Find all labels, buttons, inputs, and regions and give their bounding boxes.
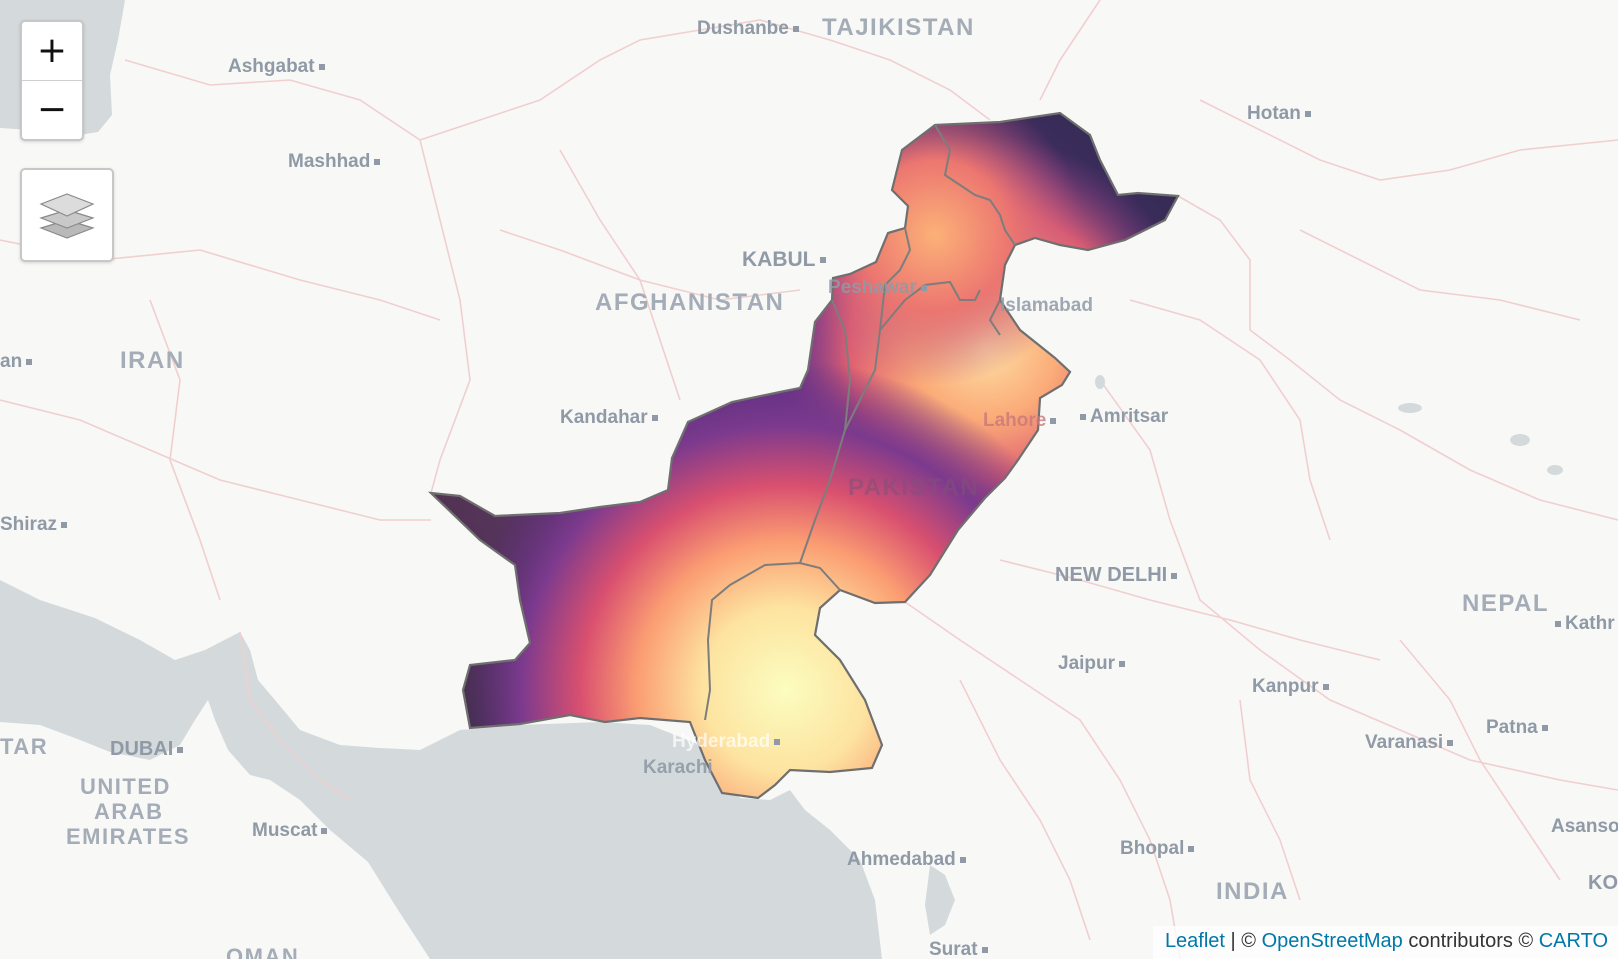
- zoom-out-button[interactable]: −: [22, 80, 82, 139]
- zoom-in-button[interactable]: +: [36, 30, 68, 71]
- city-marker: [1555, 620, 1561, 627]
- city-marker: [177, 746, 184, 753]
- city-label-kanpur: Kanpur: [1252, 676, 1329, 698]
- layers-icon: [39, 193, 95, 239]
- attribution-separator: | ©: [1225, 930, 1262, 952]
- country-label-afghanistan: AFGHANISTAN: [595, 289, 785, 316]
- city-marker: [819, 257, 826, 264]
- city-label-patna: Patna: [1486, 717, 1548, 739]
- zoom-control: + −: [20, 20, 84, 141]
- city-label-jaipur: Jaipur: [1058, 653, 1126, 675]
- city-marker: [1541, 724, 1548, 731]
- city-label-shiraz: Shiraz: [0, 514, 68, 536]
- city-label-new-delhi: NEW DELHI: [1055, 564, 1178, 587]
- country-label-tajikistan: TAJIKISTAN: [822, 14, 975, 41]
- city-label-tehran-partial: an: [0, 351, 33, 373]
- city-label-peshawar: Peshawar: [828, 277, 927, 299]
- country-label-uae-line2: ARAB: [94, 799, 164, 824]
- city-marker: [1080, 413, 1086, 420]
- city-marker: [61, 521, 68, 528]
- city-marker: [26, 358, 33, 365]
- city-marker: [1171, 572, 1178, 579]
- city-label-kathmandu-partial: Kathr: [1555, 613, 1615, 635]
- city-label-ahmedabad: Ahmedabad: [847, 849, 966, 871]
- city-marker: [321, 827, 328, 834]
- city-marker: [920, 284, 927, 291]
- city-label-varanasi: Varanasi: [1365, 732, 1454, 754]
- city-label-lahore: Lahore: [983, 410, 1057, 432]
- city-label-ashgabat: Ashgabat: [228, 56, 325, 78]
- city-marker: [1188, 845, 1195, 852]
- country-label-iran: IRAN: [120, 347, 185, 374]
- layers-control-button[interactable]: [20, 168, 114, 262]
- city-marker: [318, 63, 325, 70]
- city-marker: [792, 25, 799, 32]
- city-label-hotan: Hotan: [1247, 103, 1311, 125]
- city-marker: [1050, 417, 1057, 424]
- city-marker: [1119, 660, 1126, 667]
- city-label-muscat: Muscat: [252, 820, 328, 842]
- city-marker: [959, 856, 966, 863]
- country-label-oman: OMAN: [226, 944, 300, 959]
- city-label-kabul: KABUL: [742, 248, 826, 272]
- city-marker: [1304, 110, 1311, 117]
- city-label-dubai: DUBAI: [110, 738, 184, 761]
- city-marker: [1447, 739, 1454, 746]
- city-label-surat: Surat: [929, 939, 988, 959]
- country-label-india: INDIA: [1216, 878, 1289, 905]
- city-label-kolkata-partial: KO: [1588, 872, 1618, 894]
- city-label-hyderabad: Hyderabad: [672, 731, 781, 753]
- leaflet-link[interactable]: Leaflet: [1164, 930, 1225, 952]
- city-label-asansol-partial: Asanso: [1551, 816, 1618, 837]
- map-attribution: Leaflet | © OpenStreetMap contributors ©…: [1152, 926, 1618, 959]
- city-label-islamabad: Islamabad: [1000, 295, 1093, 316]
- city-marker: [374, 158, 381, 165]
- city-marker: [651, 414, 658, 421]
- city-label-kandahar: Kandahar: [560, 407, 658, 429]
- city-marker: [774, 738, 781, 745]
- country-label-uae-line1: UNITED: [80, 774, 171, 799]
- country-label-uae-line3: EMIRATES: [66, 824, 191, 849]
- city-label-dushanbe: Dushanbe: [697, 18, 799, 40]
- openstreetmap-link[interactable]: OpenStreetMap: [1261, 930, 1403, 952]
- country-label-pakistan: PAKISTAN: [848, 474, 980, 501]
- country-label-nepal: NEPAL: [1462, 590, 1550, 617]
- city-marker: [981, 946, 988, 953]
- city-marker: [1322, 683, 1329, 690]
- carto-link[interactable]: CARTO: [1538, 930, 1608, 952]
- attribution-contributors: contributors ©: [1402, 930, 1539, 952]
- city-label-mashhad: Mashhad: [288, 151, 381, 173]
- city-label-amritsar: Amritsar: [1080, 406, 1168, 428]
- country-label-qatar-partial: TAR: [0, 734, 49, 759]
- city-label-karachi: Karachi: [643, 757, 713, 778]
- city-label-bhopal: Bhopal: [1120, 838, 1195, 860]
